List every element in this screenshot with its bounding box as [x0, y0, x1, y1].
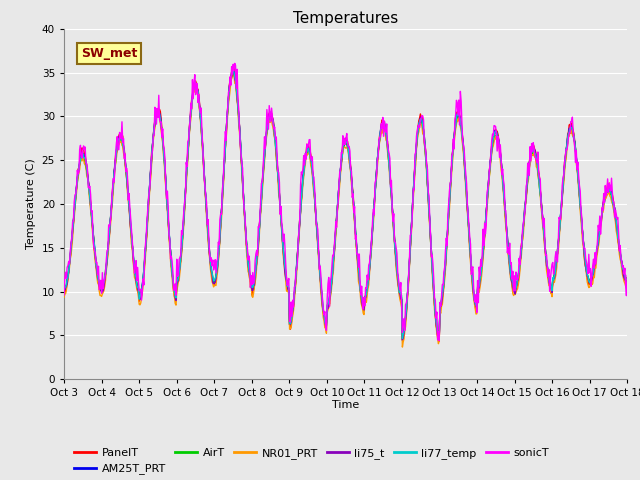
Title: Temperatures: Temperatures [293, 11, 398, 26]
Text: SW_met: SW_met [81, 47, 137, 60]
Y-axis label: Temperature (C): Temperature (C) [26, 158, 36, 250]
Legend: PanelT, AM25T_PRT, AirT, NR01_PRT, li75_t, li77_temp, sonicT: PanelT, AM25T_PRT, AirT, NR01_PRT, li75_… [70, 444, 554, 479]
X-axis label: Time: Time [332, 400, 359, 409]
